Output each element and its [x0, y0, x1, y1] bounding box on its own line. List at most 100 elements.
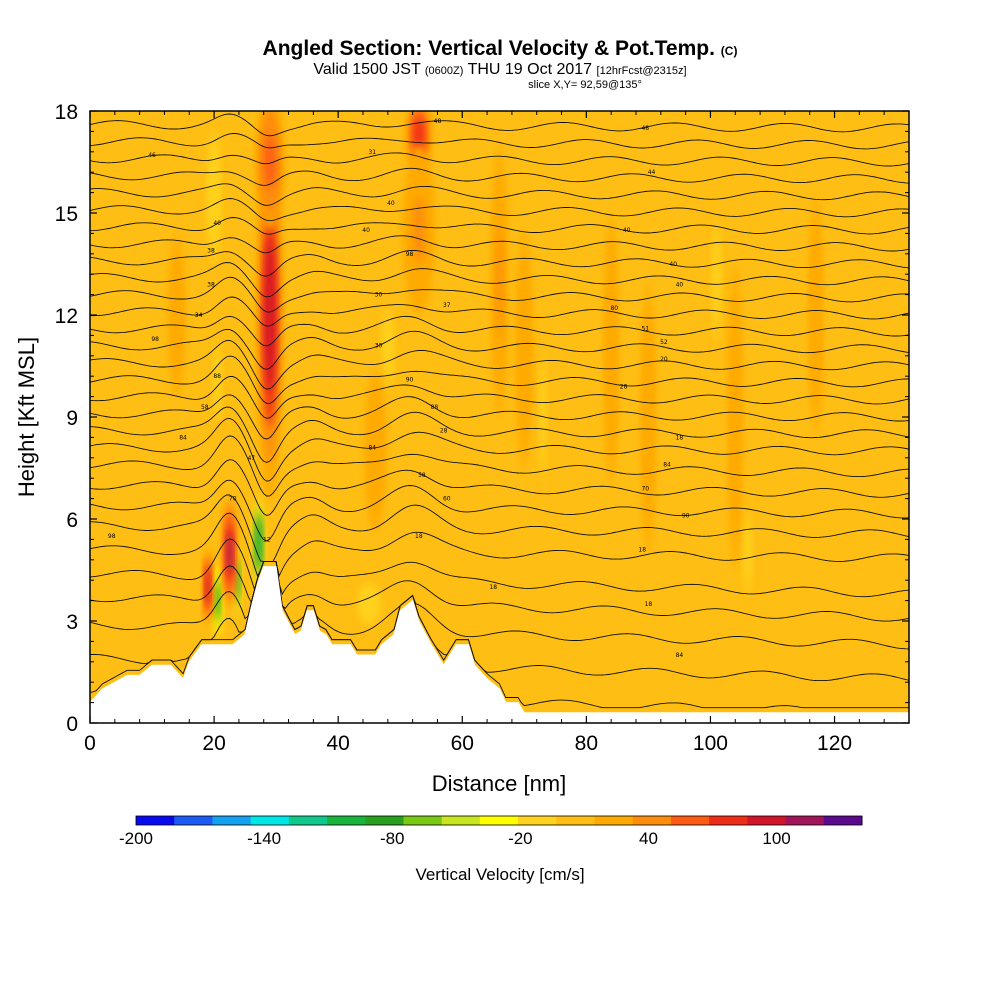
y-tick-label: 12: [55, 305, 78, 328]
contour-label: 70: [641, 485, 649, 492]
isentrope-line: [90, 315, 909, 347]
contour-label: 51: [641, 326, 649, 333]
updraft-cell: [604, 213, 618, 485]
isentrope-line: [90, 561, 909, 682]
y-tick-label: 6: [66, 509, 78, 532]
updraft-cell: [403, 145, 435, 315]
updraft-contour: [264, 240, 275, 390]
contour-label: 31: [368, 149, 376, 156]
colorbar-tick-label: -20: [508, 829, 533, 848]
colorbar-swatch: [556, 816, 596, 825]
downdraft-contour: [384, 321, 392, 377]
colorbar-swatch: [747, 816, 787, 825]
forecast-info: [12hrFcst@2315z]: [596, 65, 687, 77]
colorbar-swatch: [709, 816, 748, 825]
valid-utc: (0600Z): [424, 65, 464, 77]
updraft-contour: [608, 294, 614, 404]
contour-label: 84: [676, 652, 684, 659]
contour-label: 30: [375, 343, 383, 350]
contour-label: 60: [443, 496, 451, 503]
downdraft-contour: [714, 240, 720, 322]
updraft-cell: [809, 196, 823, 434]
isentrope-line: [90, 167, 909, 186]
updraft-contour: [227, 531, 233, 575]
contour-label: 44: [648, 169, 656, 176]
contour-label: 70: [229, 496, 237, 503]
updraft-cell: [729, 264, 742, 570]
y-axis-label: Height [Kft MSL]: [14, 337, 39, 497]
isentrope-line: [90, 538, 909, 598]
contour-label: 84: [179, 434, 187, 441]
contour-label: 40: [362, 227, 370, 234]
downdraft-cell: [350, 570, 388, 638]
colorbar-swatch: [174, 816, 213, 825]
updraft-contour: [496, 226, 503, 336]
contour-label: 88: [431, 404, 439, 411]
isentrope-line: [90, 183, 909, 206]
downdraft-cell: [212, 559, 223, 642]
isentrope-line: [90, 276, 909, 313]
isentrope-line: [90, 394, 909, 440]
x-axis-label: Distance [nm]: [432, 771, 567, 796]
contour-label: 88: [213, 373, 221, 380]
contour-label: 40: [669, 261, 677, 268]
contour-label: 18: [645, 601, 653, 608]
contour-label: 18: [415, 533, 423, 540]
slice-info: slice X,Y= 92,59@135°: [528, 79, 642, 91]
terrain-profile: [90, 566, 909, 723]
contour-label: 58: [418, 472, 426, 479]
updraft-cell: [492, 145, 507, 417]
updraft-contour: [521, 301, 528, 397]
colorbar-swatch: [823, 816, 863, 825]
isentrope-line: [90, 235, 909, 254]
downdraft-contour: [211, 162, 218, 230]
contour-label: 40: [213, 220, 221, 227]
y-tick-label: 18: [55, 101, 78, 124]
isentrope-line: [90, 512, 909, 578]
isentrope-line: [90, 376, 909, 419]
contour-label: 48: [434, 118, 442, 125]
contour-label: 40: [623, 227, 631, 234]
chart-title: Angled Section: Vertical Velocity & Pot.…: [0, 38, 1000, 62]
contour-label: 98: [108, 533, 116, 540]
contour-label: 48: [641, 125, 649, 132]
downdraft-cell: [234, 539, 241, 621]
contour-label: 30: [375, 292, 383, 299]
contour-label: 40: [387, 200, 395, 207]
updraft-contour: [264, 134, 276, 190]
downdraft-contour: [214, 355, 220, 411]
valid-date: THU 19 Oct 2017: [467, 61, 593, 78]
contour-label: 58: [201, 404, 209, 411]
colorbar-tick-label: -80: [380, 829, 405, 848]
downdraft-contour: [235, 563, 240, 597]
y-tick-label: 0: [66, 713, 78, 736]
chart-title-text: Angled Section: Vertical Velocity & Pot.…: [262, 37, 715, 60]
colorbar-swatch: [403, 816, 443, 825]
isentrope-line: [90, 340, 909, 390]
colorbar-swatch: [327, 816, 366, 825]
colorbar-frame: [135, 815, 863, 826]
isentrope-line: [90, 561, 909, 622]
contour-label: 18: [638, 547, 646, 554]
colorbar-swatch: [212, 816, 252, 825]
contour-label: 38: [207, 281, 215, 288]
colorbar-tick-label: 40: [639, 829, 658, 848]
colorbar-swatch: [785, 816, 825, 825]
updraft-cell: [167, 213, 187, 417]
terrain: [90, 566, 909, 723]
colorbar-swatch: [670, 816, 710, 825]
contour-label: 90: [406, 377, 414, 384]
isentrope-line: [90, 262, 909, 298]
isentrope-line: [90, 249, 909, 277]
colorbar-swatch: [136, 816, 175, 825]
isentrope-lines: [90, 113, 909, 709]
isentrope-line: [90, 406, 909, 463]
contour-label: 98: [406, 251, 414, 258]
contour-label: 34: [195, 312, 203, 319]
contour-label: 28: [620, 383, 628, 390]
axes: 0 20 40 60 80 100 120 0 3 6 9 12 15 18: [55, 101, 910, 755]
isentrope-line: [90, 296, 909, 327]
isentrope-line: [90, 355, 909, 404]
updraft-cell: [223, 498, 236, 608]
